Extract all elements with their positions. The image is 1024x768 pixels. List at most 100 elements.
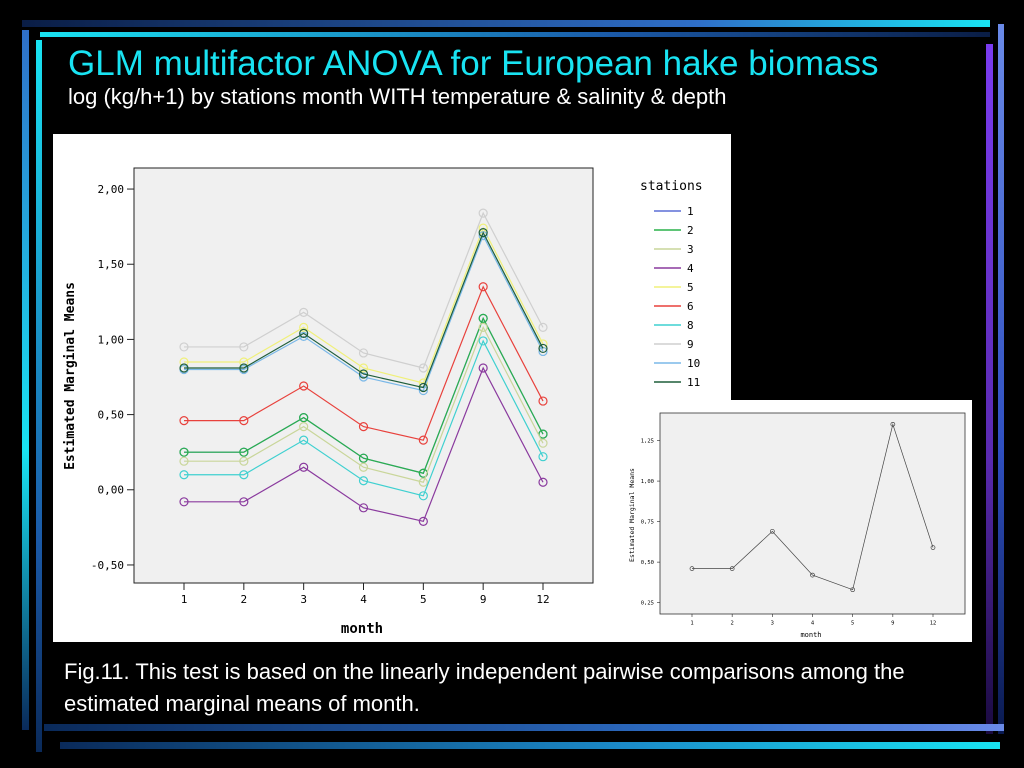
main-data-point (358, 363, 369, 373)
main-series-line (184, 366, 544, 523)
main-data-point (358, 453, 369, 463)
main-data-point (299, 322, 309, 332)
main-data-point (239, 416, 249, 426)
main-data-point (299, 381, 309, 391)
main-data-point (478, 228, 488, 238)
main-x-tick-label: 9 (480, 593, 487, 606)
inset-y-tick-label: 1,00 (641, 479, 654, 485)
inset-x-tick-label: 5 (851, 621, 854, 627)
main-x-tick-label: 4 (360, 593, 367, 606)
main-data-point (478, 313, 488, 323)
main-data-point (299, 435, 309, 445)
main-data-point (538, 343, 548, 354)
legend-item: 2 (654, 224, 694, 237)
main-series-line (184, 234, 544, 392)
main-data-point (358, 476, 369, 486)
main-data-point (179, 456, 189, 466)
legend-label: 10 (687, 357, 700, 370)
legend-label: 4 (687, 262, 694, 275)
inset-x-tick-label: 4 (811, 621, 815, 627)
main-series-line (184, 325, 544, 483)
main-data-point (239, 363, 249, 373)
legend-label: 11 (687, 376, 700, 389)
main-plot-area (133, 167, 594, 584)
main-data-point (538, 452, 548, 462)
inset-y-tick-label: 0,50 (641, 560, 654, 566)
main-series-8 (179, 336, 548, 501)
inset-x-tick-label: 9 (891, 621, 894, 627)
main-x-tick-label: 12 (536, 593, 549, 606)
main-y-tick-label: -0,50 (91, 559, 124, 572)
main-x-axis-title: month (341, 621, 383, 637)
main-series-line (184, 339, 544, 497)
inset-data-point (810, 572, 815, 578)
main-y-tick-label: 0,00 (98, 484, 125, 497)
main-series-4 (179, 363, 548, 526)
main-data-point (478, 282, 488, 292)
frame-left-bar-2 (36, 40, 42, 752)
legend-item: 4 (654, 262, 694, 275)
main-x-tick-label: 1 (181, 593, 188, 606)
main-series-2 (179, 313, 548, 478)
legend-label: 3 (687, 243, 694, 256)
legend-label: 9 (687, 338, 694, 351)
main-data-point (179, 342, 189, 352)
main-data-point (478, 322, 488, 332)
main-chart-panel: -0,500,000,501,001,502,001 2 3 4 5 9 12 month … (53, 134, 731, 642)
main-series-9 (179, 208, 548, 373)
main-data-point (478, 336, 488, 346)
legend-item: 3 (654, 243, 694, 256)
inset-series-line (692, 423, 934, 591)
legend-label: 2 (687, 224, 694, 237)
inset-data-point (689, 566, 695, 571)
main-data-point (179, 363, 189, 373)
inset-plot-area (659, 412, 966, 615)
main-y-axis-title: Estimated Marginal Means (63, 282, 78, 470)
main-data-point (358, 503, 369, 513)
legend-item: 6 (654, 300, 694, 313)
slide-title: GLM multifactor ANOVA for European hake … (68, 44, 879, 83)
main-data-point (239, 456, 249, 466)
main-data-point (358, 462, 369, 472)
inset-x-tick-label: 2 (731, 621, 734, 627)
frame-top-bar (22, 20, 990, 27)
main-series-3 (179, 322, 548, 487)
frame-right-bar-2 (998, 24, 1004, 734)
frame-right-bar (986, 44, 993, 734)
inset-y-tick-label: 1,25 (641, 438, 654, 444)
main-data-point (239, 447, 249, 457)
frame-left-bar (22, 30, 29, 730)
frame-bottom-bar-2 (60, 742, 1000, 749)
main-data-point (239, 470, 249, 480)
inset-y-axis-title: Estimated Marginal Means (628, 468, 636, 562)
main-data-point (299, 422, 309, 432)
inset-data-point (930, 545, 936, 550)
main-data-point (239, 342, 249, 352)
main-data-point (418, 382, 428, 393)
inset-x-tick-label: 12 (930, 621, 937, 627)
figure-caption: Fig.11. This test is based on the linear… (64, 659, 905, 716)
main-y-tick-label: 2,00 (98, 183, 125, 196)
main-y-tick-label: 1,50 (98, 258, 125, 271)
legend-item: 9 (654, 338, 694, 351)
main-y-tick-label: 1,00 (98, 333, 125, 346)
main-data-point (179, 447, 189, 457)
main-data-point (299, 462, 309, 472)
main-data-point (299, 328, 309, 338)
inset-data-point (850, 587, 856, 593)
frame-bottom-bar (44, 724, 1004, 731)
inset-series-0 (689, 421, 936, 593)
main-data-point (538, 438, 548, 448)
legend-label: 8 (687, 319, 694, 332)
legend-item: 5 (654, 281, 694, 294)
main-data-point (358, 422, 369, 432)
main-data-point (418, 477, 428, 487)
main-data-point (358, 369, 369, 379)
slide-subtitle: log (kg/h+1) by stations month WITH temp… (68, 84, 727, 109)
main-data-point (179, 470, 189, 480)
legend-item: 8 (654, 319, 694, 332)
legend-item: 10 (654, 357, 700, 370)
inset-x-tick-label: 1 (690, 621, 693, 627)
inset-data-point (729, 566, 735, 571)
legend-title: stations (640, 179, 703, 194)
